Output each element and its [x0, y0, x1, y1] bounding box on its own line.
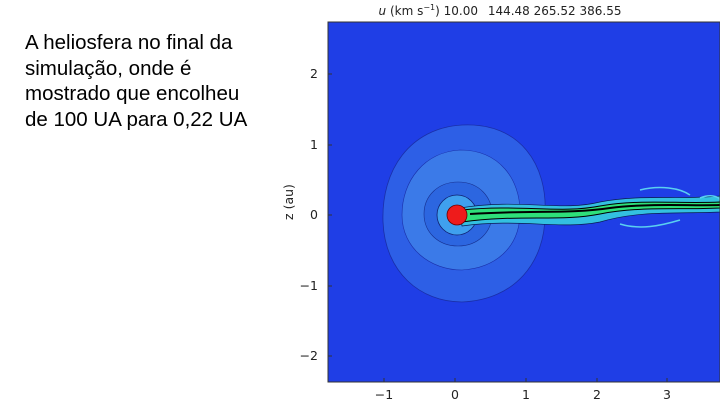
- x-tick-label: 2: [593, 387, 601, 402]
- y-tick-label: −2: [300, 348, 318, 363]
- unit-close: ): [435, 4, 440, 18]
- x-tick-label: 0: [451, 387, 459, 402]
- level: 265.52: [534, 4, 576, 18]
- variable: u: [379, 4, 387, 18]
- y-axis-label: z (au): [281, 184, 296, 220]
- y-tick-label: −1: [300, 278, 318, 293]
- slide-text: A heliosfera no final da simulação, onde…: [25, 30, 295, 132]
- axis-ticks: −1 0 1 2 3 2 1 0 −1 −2: [300, 66, 671, 402]
- simulation-image: [328, 22, 720, 382]
- level: 144.48: [488, 4, 530, 18]
- text-line: mostrado que encolheu: [25, 82, 240, 105]
- exponent: −1: [423, 3, 435, 12]
- text-line: simulação, onde é: [25, 56, 192, 80]
- colorbar-label: u (km s−1) 10.00 144.48 265.52 386.55: [379, 3, 622, 18]
- level: 10.00: [444, 4, 478, 18]
- y-tick-label: 1: [310, 137, 318, 152]
- text-line: A heliosfera no final da: [25, 31, 233, 54]
- text-line: de 100 UA para 0,22 UA: [25, 107, 248, 131]
- y-tick-label: 2: [310, 66, 318, 81]
- y-tick-label: 0: [310, 207, 318, 222]
- x-tick-label: 3: [663, 387, 671, 402]
- x-tick-label: 1: [522, 387, 530, 402]
- level: 386.55: [579, 4, 621, 18]
- x-tick-label: −1: [375, 387, 393, 402]
- unit: (km s: [390, 4, 423, 18]
